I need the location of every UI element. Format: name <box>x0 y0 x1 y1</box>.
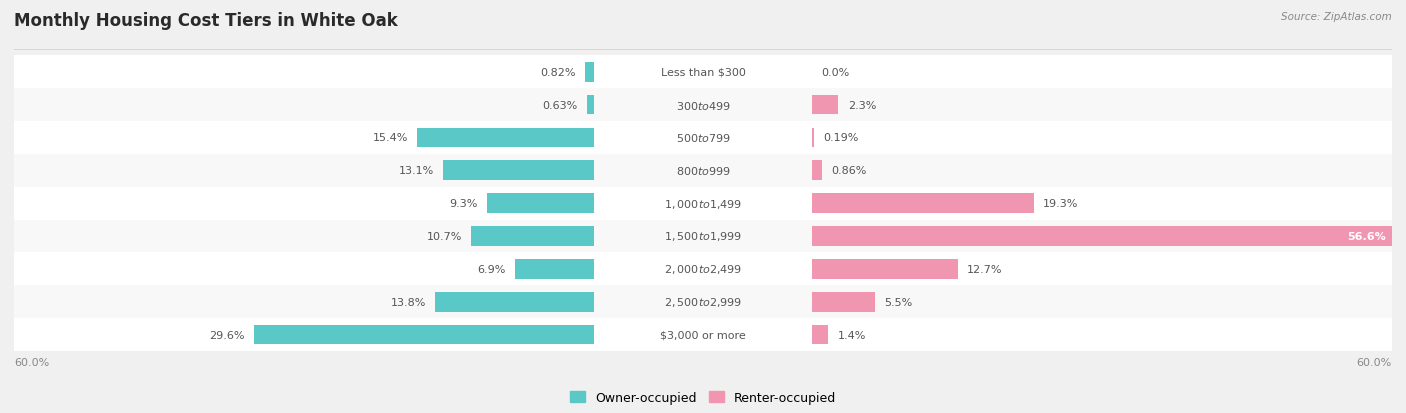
Bar <box>813 161 823 180</box>
Bar <box>436 292 593 312</box>
Bar <box>471 227 593 246</box>
Legend: Owner-occupied, Renter-occupied: Owner-occupied, Renter-occupied <box>565 386 841 409</box>
Bar <box>14 89 1392 122</box>
Bar <box>14 154 1392 187</box>
Text: Less than $300: Less than $300 <box>661 67 745 78</box>
Text: $500 to $799: $500 to $799 <box>675 132 731 144</box>
Text: 2.3%: 2.3% <box>848 100 876 110</box>
Text: $2,000 to $2,499: $2,000 to $2,499 <box>664 263 742 275</box>
Text: Monthly Housing Cost Tiers in White Oak: Monthly Housing Cost Tiers in White Oak <box>14 12 398 30</box>
Bar <box>813 292 875 312</box>
Bar <box>813 128 814 148</box>
Text: $800 to $999: $800 to $999 <box>675 165 731 177</box>
Text: $3,000 or more: $3,000 or more <box>661 330 745 340</box>
Text: 0.86%: 0.86% <box>831 166 866 176</box>
Text: $300 to $499: $300 to $499 <box>675 99 731 111</box>
Bar <box>813 227 1392 246</box>
Text: $1,000 to $1,499: $1,000 to $1,499 <box>664 197 742 210</box>
Text: 19.3%: 19.3% <box>1043 199 1078 209</box>
Text: 9.3%: 9.3% <box>450 199 478 209</box>
Text: 60.0%: 60.0% <box>1357 357 1392 367</box>
Bar <box>418 128 593 148</box>
Text: 12.7%: 12.7% <box>967 264 1002 274</box>
Text: $2,500 to $2,999: $2,500 to $2,999 <box>664 295 742 309</box>
Text: 29.6%: 29.6% <box>209 330 245 340</box>
Text: 0.63%: 0.63% <box>543 100 578 110</box>
Bar <box>486 194 593 214</box>
Bar <box>813 194 1033 214</box>
Bar <box>14 253 1392 285</box>
Bar <box>813 95 838 115</box>
Bar <box>443 161 593 180</box>
Text: 56.6%: 56.6% <box>1347 231 1386 241</box>
Text: 6.9%: 6.9% <box>477 264 506 274</box>
Bar <box>14 122 1392 154</box>
Text: 10.7%: 10.7% <box>426 231 461 241</box>
Bar <box>254 325 593 344</box>
Bar <box>585 63 593 82</box>
Bar <box>14 220 1392 253</box>
Text: 0.82%: 0.82% <box>540 67 575 78</box>
Bar <box>515 259 593 279</box>
Text: 0.19%: 0.19% <box>824 133 859 143</box>
Text: $1,500 to $1,999: $1,500 to $1,999 <box>664 230 742 243</box>
Bar <box>14 187 1392 220</box>
Bar <box>813 259 957 279</box>
Text: 13.1%: 13.1% <box>399 166 434 176</box>
Text: 13.8%: 13.8% <box>391 297 426 307</box>
Bar <box>14 318 1392 351</box>
Bar <box>813 325 828 344</box>
Bar <box>14 56 1392 89</box>
Text: 15.4%: 15.4% <box>373 133 408 143</box>
Text: 0.0%: 0.0% <box>821 67 849 78</box>
Bar <box>14 285 1392 318</box>
Text: 1.4%: 1.4% <box>838 330 866 340</box>
Text: 60.0%: 60.0% <box>14 357 49 367</box>
Text: Source: ZipAtlas.com: Source: ZipAtlas.com <box>1281 12 1392 22</box>
Bar <box>586 95 593 115</box>
Text: 5.5%: 5.5% <box>884 297 912 307</box>
